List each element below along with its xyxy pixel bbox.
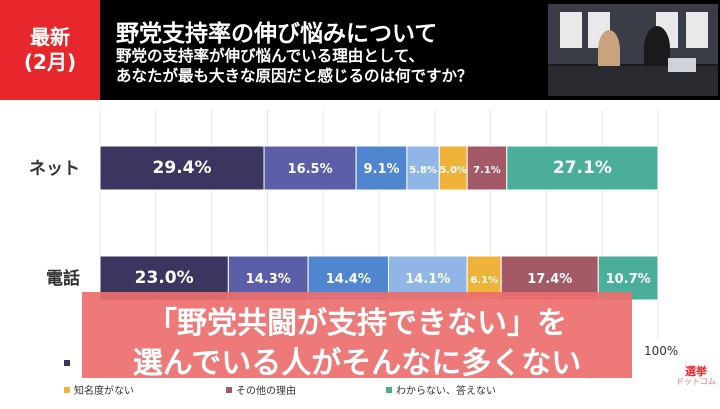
- date-badge-line1: 最新: [30, 25, 70, 49]
- data-label: 27.1%: [553, 158, 612, 178]
- legend-swatch: [64, 386, 70, 393]
- data-label: 10.7%: [606, 272, 651, 287]
- data-label: 5.0%: [439, 165, 467, 176]
- legend-item-other: その他の理由: [226, 382, 296, 397]
- legend-swatch: [386, 386, 392, 393]
- legend-item-unknown: わからない、答えない: [386, 382, 496, 397]
- logo-main: 選挙: [685, 365, 707, 378]
- data-label: 14.4%: [326, 272, 371, 287]
- caption-line1: 「野党共闘が支持できない」を: [147, 306, 567, 341]
- legend-item: [64, 360, 74, 366]
- data-label: 29.4%: [153, 158, 212, 178]
- data-label: 14.1%: [405, 272, 450, 287]
- studio-panel: [686, 12, 708, 48]
- presenter-left: [598, 30, 620, 70]
- presenter-right: [644, 26, 670, 70]
- axis-tick-100: 100%: [644, 344, 679, 358]
- data-label: 17.4%: [527, 272, 572, 287]
- legend-item-awareness: 知名度がない: [64, 382, 134, 397]
- studio-panel: [560, 12, 582, 48]
- bar-segment: [99, 145, 265, 191]
- data-label: 23.0%: [135, 268, 194, 288]
- date-badge: 最新 (2月): [0, 0, 100, 100]
- data-label: 6.1%: [470, 275, 498, 286]
- legend-swatch: [64, 360, 70, 366]
- legend-label: その他の理由: [236, 386, 296, 397]
- data-label: 14.3%: [246, 272, 291, 287]
- data-label: 9.1%: [363, 162, 399, 177]
- caption-line2: 選んでいる人がそんなに多くない: [132, 346, 582, 381]
- data-label: 16.5%: [288, 162, 333, 177]
- question-text: 野党の支持率が伸び悩んでいる理由として、 あなたが最も大きな原因だと感じるのは何…: [116, 46, 473, 86]
- category-label: ネット: [29, 159, 80, 179]
- site-logo: 選挙 ドットコム: [676, 365, 716, 404]
- category-label: 電話: [46, 268, 80, 289]
- bar-segment: [263, 145, 357, 191]
- legend-swatch: [226, 386, 232, 393]
- date-badge-line2: (2月): [23, 50, 77, 74]
- data-label: 5.8%: [409, 165, 437, 176]
- legend-label: わからない、答えない: [396, 386, 496, 397]
- bar-segment: [355, 145, 408, 191]
- bar-segment: [506, 145, 659, 191]
- caption-overlay: 「野党共闘が支持できない」を 選んでいる人がそんなに多くない: [82, 292, 632, 381]
- data-label: 7.1%: [473, 165, 501, 176]
- page-title: 野党支持率の伸び悩みについて: [116, 21, 438, 47]
- question-line2: あなたが最も大きな原因だと感じるのは何ですか？: [116, 67, 473, 86]
- logo-sub: ドットコム: [676, 377, 716, 387]
- bar-segment: [466, 145, 508, 191]
- question-line1: 野党の支持率が伸び悩んでいる理由として、: [116, 47, 424, 65]
- laptop: [668, 58, 696, 72]
- studio-video-thumbnail: [548, 4, 718, 96]
- header-bar: 最新 (2月) 野党支持率の伸び悩みについて 野党の支持率が伸び悩んでいる理由と…: [0, 0, 720, 100]
- legend-label: 知名度がない: [74, 386, 134, 397]
